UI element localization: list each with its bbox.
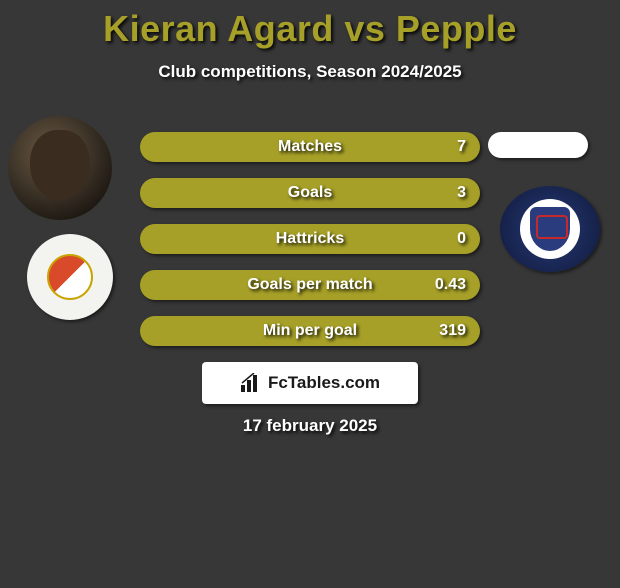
- stat-row: Min per goal 319: [140, 316, 480, 346]
- stat-label: Goals per match: [247, 276, 372, 294]
- club-right-crest: [500, 186, 600, 272]
- date-label: 17 february 2025: [0, 416, 620, 436]
- source-logo-text: FcTables.com: [268, 373, 380, 393]
- stat-row: Hattricks 0: [140, 224, 480, 254]
- stats-container: Matches 7 Goals 3 Hattricks 0 Goals per …: [140, 132, 480, 362]
- stat-value: 319: [439, 322, 466, 340]
- stat-row: Matches 7: [140, 132, 480, 162]
- bar-chart-icon: [240, 373, 262, 393]
- stat-label: Goals: [288, 184, 332, 202]
- player-left-avatar: [8, 116, 112, 220]
- page-subtitle: Club competitions, Season 2024/2025: [0, 62, 620, 82]
- stat-label: Hattricks: [276, 230, 344, 248]
- stat-label: Matches: [278, 138, 342, 156]
- stat-value: 3: [457, 184, 466, 202]
- club-left-crest: [27, 234, 113, 320]
- stat-label: Min per goal: [263, 322, 357, 340]
- stat-row: Goals 3: [140, 178, 480, 208]
- stat-value: 7: [457, 138, 466, 156]
- stat-row: Goals per match 0.43: [140, 270, 480, 300]
- source-logo: FcTables.com: [202, 362, 418, 404]
- stat-value: 0.43: [435, 276, 466, 294]
- page-title: Kieran Agard vs Pepple: [0, 8, 620, 50]
- player-right-avatar: [488, 132, 588, 158]
- stat-value: 0: [457, 230, 466, 248]
